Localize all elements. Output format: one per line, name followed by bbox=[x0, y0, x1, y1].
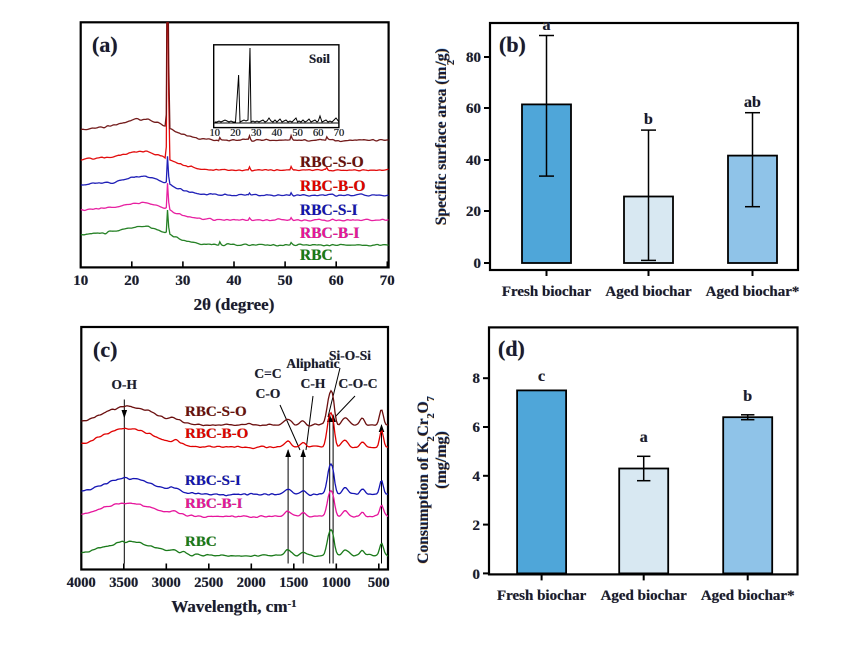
svg-text:O-H: O-H bbox=[112, 377, 138, 392]
svg-text:Wavelength, cm-1: Wavelength, cm-1 bbox=[171, 597, 296, 616]
svg-text:3500: 3500 bbox=[109, 575, 138, 591]
svg-text:40: 40 bbox=[466, 153, 481, 169]
svg-text:1000: 1000 bbox=[322, 575, 351, 591]
svg-text:RBC-S-I: RBC-S-I bbox=[300, 202, 358, 219]
svg-text:C=C: C=C bbox=[254, 366, 281, 381]
svg-text:RBC-S-I: RBC-S-I bbox=[185, 473, 241, 489]
svg-text:RBC-S-O: RBC-S-O bbox=[300, 154, 364, 171]
svg-text:20: 20 bbox=[466, 204, 481, 220]
svg-text:0: 0 bbox=[474, 256, 482, 272]
svg-text:60: 60 bbox=[313, 128, 324, 139]
svg-text:b: b bbox=[743, 388, 752, 405]
svg-text:Si-O-Si: Si-O-Si bbox=[329, 348, 371, 363]
svg-text:2θ (degree): 2θ (degree) bbox=[194, 295, 275, 314]
svg-text:Fresh biochar: Fresh biochar bbox=[502, 284, 592, 300]
svg-text:4000: 4000 bbox=[67, 575, 96, 591]
svg-text:ab: ab bbox=[744, 94, 761, 111]
svg-text:Aged biochar*: Aged biochar* bbox=[701, 588, 795, 604]
svg-text:Aged biochar*: Aged biochar* bbox=[706, 284, 800, 300]
svg-text:10: 10 bbox=[210, 128, 221, 139]
svg-text:c: c bbox=[538, 368, 545, 385]
svg-text:50: 50 bbox=[278, 273, 293, 289]
svg-text:/g): /g) bbox=[433, 48, 450, 66]
svg-text:RBC: RBC bbox=[185, 534, 217, 550]
svg-text:Specific surface area (m: Specific surface area (m bbox=[433, 67, 450, 226]
svg-text:60: 60 bbox=[466, 101, 481, 117]
svg-text:70: 70 bbox=[334, 128, 345, 139]
svg-text:RBC-S-O: RBC-S-O bbox=[185, 404, 247, 420]
svg-text:70: 70 bbox=[380, 273, 395, 289]
svg-text:40: 40 bbox=[227, 273, 242, 289]
svg-text:RBC-B-O: RBC-B-O bbox=[185, 426, 248, 442]
svg-text:40: 40 bbox=[272, 128, 283, 139]
svg-text:RBC: RBC bbox=[300, 247, 333, 264]
svg-text:2500: 2500 bbox=[194, 575, 223, 591]
svg-text:50: 50 bbox=[292, 128, 303, 139]
svg-text:(b): (b) bbox=[499, 32, 526, 57]
svg-text:500: 500 bbox=[368, 575, 390, 591]
svg-text:RBC-B-I: RBC-B-I bbox=[300, 225, 359, 242]
svg-text:(c): (c) bbox=[93, 337, 117, 362]
svg-text:(a): (a) bbox=[92, 32, 118, 57]
svg-text:3000: 3000 bbox=[152, 575, 181, 591]
svg-text:(mg/mg): (mg/mg) bbox=[433, 431, 450, 489]
svg-text:C-H: C-H bbox=[301, 376, 326, 391]
svg-text:a: a bbox=[640, 429, 648, 446]
svg-text:60: 60 bbox=[329, 273, 344, 289]
svg-text:Aged biochar: Aged biochar bbox=[605, 284, 692, 300]
svg-text:RBC-B-O: RBC-B-O bbox=[300, 178, 365, 195]
svg-text:C-O: C-O bbox=[256, 386, 281, 401]
svg-text:30: 30 bbox=[251, 128, 262, 139]
svg-text:RBC-B-I: RBC-B-I bbox=[185, 496, 243, 512]
svg-text:30: 30 bbox=[175, 273, 190, 289]
svg-text:C-O-C: C-O-C bbox=[339, 376, 378, 391]
svg-text:20: 20 bbox=[230, 128, 241, 139]
svg-text:6: 6 bbox=[473, 420, 481, 436]
svg-text:b: b bbox=[644, 111, 653, 128]
svg-text:1500: 1500 bbox=[279, 575, 308, 591]
svg-text:20: 20 bbox=[124, 273, 139, 289]
svg-text:2000: 2000 bbox=[237, 575, 266, 591]
svg-text:80: 80 bbox=[466, 50, 481, 66]
svg-text:10: 10 bbox=[73, 273, 88, 289]
svg-text:8: 8 bbox=[473, 371, 481, 387]
svg-text:Aged biochar: Aged biochar bbox=[601, 588, 688, 604]
svg-text:4: 4 bbox=[473, 469, 481, 485]
svg-text:0: 0 bbox=[473, 567, 481, 583]
svg-text:(d): (d) bbox=[498, 336, 525, 361]
svg-text:2: 2 bbox=[473, 518, 481, 534]
svg-text:Fresh biochar: Fresh biochar bbox=[497, 588, 587, 604]
svg-text:a: a bbox=[543, 17, 551, 34]
svg-text:Soil: Soil bbox=[309, 51, 330, 66]
